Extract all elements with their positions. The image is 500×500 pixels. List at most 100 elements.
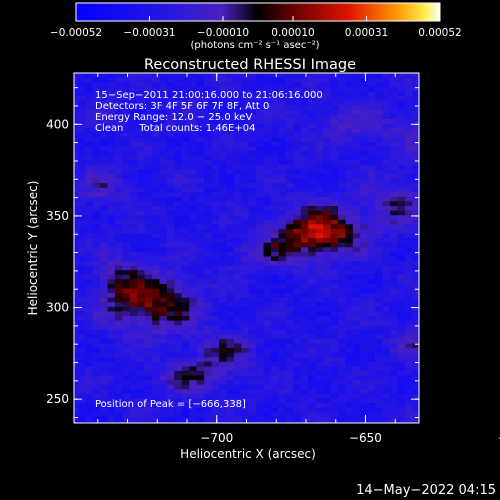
heatmap-cell [77,342,86,348]
heatmap-cell [271,397,279,403]
heatmap-cell [390,164,398,170]
heatmap-cell [204,150,213,156]
heatmap-cell [166,411,175,417]
heatmap-cell [278,228,287,234]
heatmap-cell [204,397,213,403]
heatmap-cell [360,338,369,344]
heatmap-cell [345,132,354,138]
heatmap-cell [382,338,391,344]
heatmap-cell [77,324,86,330]
heatmap-cell [256,265,265,271]
heatmap-cell [285,86,294,92]
heatmap-cell [74,132,79,138]
heatmap-cell [129,173,138,179]
heatmap-cell [226,95,235,101]
heatmap-cell [92,104,101,110]
heatmap-cell [420,375,428,380]
heatmap-cell [330,333,339,339]
heatmap-cell [360,210,369,216]
heatmap-cell [271,159,279,165]
heatmap-cell [420,160,428,165]
heatmap-cell [360,407,369,413]
heatmap-cell [338,228,346,234]
heatmap-cell [308,232,317,239]
heatmap-cell [382,132,391,138]
heatmap-cell [226,136,235,142]
heatmap-cell [256,122,265,129]
heatmap-cell [404,393,413,399]
heatmap-cell [189,237,198,243]
heatmap-cell [345,347,354,353]
heatmap-cell [174,338,183,344]
heatmap-cell [412,173,419,179]
heatmap-cell [360,86,369,92]
heatmap-cell [263,333,272,339]
heatmap-cell [256,136,265,142]
heatmap-cell [323,319,332,326]
heatmap-cell [420,123,428,128]
heatmap-cell [278,214,287,220]
heatmap-cell [107,237,116,243]
heatmap-cell [412,411,419,417]
heatmap-cell [352,187,361,193]
heatmap-cell [174,416,183,422]
heatmap-cell [129,260,138,266]
heatmap-cell [226,182,235,188]
heatmap-cell [137,191,146,197]
heatmap-cell [352,191,361,197]
heatmap-cell [189,164,198,170]
heatmap-cell [390,141,398,147]
heatmap-cell [412,310,419,316]
heatmap-cell [271,420,279,423]
heatmap-cell [77,232,86,239]
heatmap-cell [159,122,168,129]
heatmap-cell [352,168,361,174]
heatmap-cell [271,100,279,106]
heatmap-cell [166,402,175,408]
heatmap-cell [412,292,419,298]
heatmap-cell [241,411,250,417]
heatmap-cell [122,168,131,174]
heatmap-cell [293,228,302,234]
heatmap-cell [114,232,123,239]
heatmap-cell [256,182,265,188]
heatmap-cell [293,407,302,413]
heatmap-cell [315,73,324,78]
heatmap-cell [211,237,220,243]
heatmap-cell [315,329,324,335]
heatmap-cell [100,168,108,174]
heatmap-cell [226,269,235,275]
heatmap-cell [375,73,384,74]
heatmap-cell [159,214,168,220]
annotation-time-range: 15−Sep−2011 21:00:16.000 to 21:06:16.000 [95,90,323,101]
heatmap-cell [92,329,101,335]
heatmap-cell [293,86,302,92]
heatmap-cell [137,283,146,289]
heatmap-cell [308,306,317,312]
heatmap-cell [382,283,391,289]
heatmap-cell [152,388,161,394]
heatmap-cell [382,370,391,376]
heatmap-cell [293,150,302,156]
heatmap-cell [152,113,161,119]
heatmap-cell [315,370,324,376]
heatmap-cell [248,319,257,326]
heatmap-cell [323,397,332,403]
heatmap-cell [226,100,235,106]
heatmap-cell [256,407,265,413]
heatmap-cell [404,86,413,92]
heatmap-cell [420,137,428,142]
heatmap-cell [367,407,376,413]
heatmap-cell [367,168,376,174]
heatmap-cell [367,100,376,106]
heatmap-cell [144,301,153,307]
heatmap-cell [174,384,183,390]
heatmap-cell [241,122,250,129]
heatmap-cell [85,136,94,142]
heatmap-cell [285,196,294,202]
heatmap-cell [77,237,86,243]
heatmap-cell [345,306,354,312]
heatmap-cell [137,402,146,408]
heatmap-cell [248,329,257,335]
heatmap-cell [338,95,346,101]
